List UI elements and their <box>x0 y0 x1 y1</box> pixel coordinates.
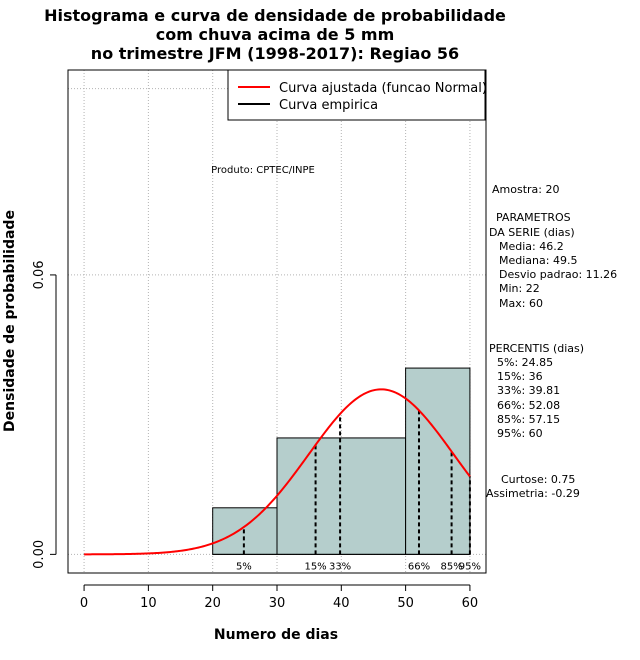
stat-p5: 5%: 24.85 <box>497 356 553 369</box>
percentile-label: 5% <box>236 561 252 572</box>
stat-min: Min: 22 <box>499 282 540 295</box>
stats-panel: Amostra: 20 PARAMETROS DA SERIE (dias) M… <box>486 183 617 500</box>
percentile-lines: 5% 15% 33% 66% 85%95% <box>236 410 481 572</box>
y-axis-title: Densidade de probabilidade <box>2 210 18 432</box>
stat-p95: 95%: 60 <box>497 427 543 440</box>
stat-p15: 15%: 36 <box>497 370 543 383</box>
x-tick-label: 30 <box>269 596 286 611</box>
histogram-bar <box>405 367 471 555</box>
stat-params-title-2: DA SERIE (dias) <box>489 226 575 239</box>
percentile-label: 66% <box>408 561 430 572</box>
y-tick-label: 0.00 <box>32 540 47 569</box>
legend-label-normal: Curva ajustada (funcao Normal) <box>279 81 487 96</box>
stat-max: Max: 60 <box>499 297 543 310</box>
x-tick-label: 10 <box>140 596 157 611</box>
stat-assimetria: Assimetria: -0.29 <box>486 487 580 500</box>
legend-label-empirical: Curva empirica <box>279 98 378 113</box>
stat-mediana: Mediana: 49.5 <box>499 254 577 267</box>
normal-curve <box>84 388 471 556</box>
x-tick-label: 60 <box>462 596 479 611</box>
chart-title-line-2: com chuva acima de 5 mm <box>156 25 395 44</box>
histogram-bar <box>276 437 407 555</box>
stat-p66: 66%: 52.08 <box>497 399 560 412</box>
legend: Curva ajustada (funcao Normal) Curva emp… <box>227 69 487 121</box>
x-tick-label: 50 <box>397 596 414 611</box>
chart-title-line-3: no trimestre JFM (1998-2017): Regiao 56 <box>91 44 459 63</box>
stat-curtose: Curtose: 0.75 <box>501 473 575 486</box>
stat-p33: 33%: 39.81 <box>497 384 560 397</box>
x-tick-label: 40 <box>333 596 350 611</box>
percentile-label: 15% <box>304 561 326 572</box>
stat-params-title-1: PARAMETROS <box>496 211 571 224</box>
x-axis-title: Numero de dias <box>214 627 338 643</box>
x-tick-label: 20 <box>204 596 221 611</box>
stat-p85: 85%: 57.15 <box>497 413 560 426</box>
percentile-label: 33% <box>329 561 351 572</box>
product-label: Produto: CPTEC/INPE <box>211 165 315 176</box>
normal-curve-layer <box>84 388 471 556</box>
stat-sample: Amostra: 20 <box>492 183 559 196</box>
percentile-label: 95% <box>459 561 481 572</box>
axes: 0 10 20 30 40 50 60 0.00 0.06 <box>32 260 478 611</box>
chart-title-line-1: Histograma e curva de densidade de proba… <box>44 6 506 25</box>
histogram-bars <box>212 367 471 555</box>
y-tick-label: 0.06 <box>32 260 47 289</box>
stat-desvio: Desvio padrao: 11.26 <box>499 268 617 281</box>
percentile-label: 85% <box>440 561 462 572</box>
stat-percentis-title: PERCENTIS (dias) <box>489 342 584 355</box>
x-tick-label: 0 <box>80 596 88 611</box>
legend-box <box>227 69 486 121</box>
stat-media: Media: 46.2 <box>499 240 564 253</box>
